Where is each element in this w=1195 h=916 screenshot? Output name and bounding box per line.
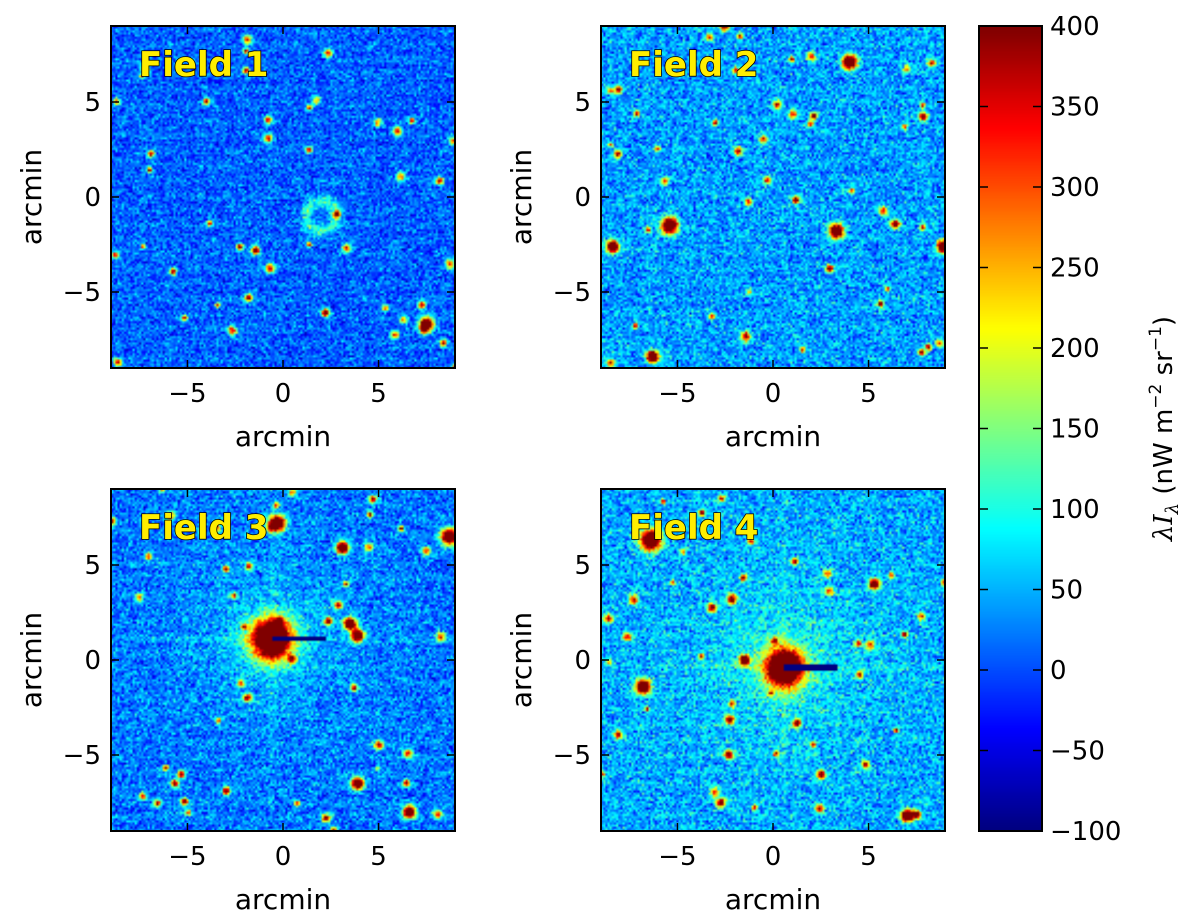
x-tick-label: −5 [168,379,206,409]
y-axis-label: arcmin [505,612,538,708]
x-axis-label: arcmin [725,420,821,453]
x-tick-label: 5 [370,842,387,872]
x-tick-label: 0 [765,842,782,872]
panel-field-3: −5 0 5 −5 0 5 arcmin arcmin Field 3 [15,489,455,916]
colorbar-tick-label: 200 [1050,334,1100,364]
panel-field-1: −5 0 5 −5 0 5 arcmin arcmin Field 1 [15,26,455,453]
field-title: Field 4 [629,508,758,548]
colorbar-tick-label: 50 [1050,576,1083,606]
x-tick-label: 5 [860,379,877,409]
x-axis-label: arcmin [235,420,331,453]
y-tick-label: 5 [84,551,101,581]
y-tick-label: 5 [574,88,591,118]
x-axis-label: arcmin [725,883,821,916]
colorbar-tick-label: 250 [1050,254,1100,284]
x-axis-label: arcmin [235,883,331,916]
y-tick-label: 5 [84,88,101,118]
y-tick-label: −5 [553,278,591,308]
colorbar-tick-label: 350 [1050,93,1100,123]
colorbar-label: λIλ (nW m−2 sr−1) [1146,316,1183,542]
y-tick-label: 0 [574,183,591,213]
field-title: Field 3 [139,508,268,548]
colorbar-gradient [979,26,1042,831]
y-tick-label: 0 [84,646,101,676]
y-tick-label: 0 [574,646,591,676]
field-title: Field 2 [629,45,758,85]
colorbar-tick-label: 300 [1050,173,1100,203]
panel-field-4: −5 0 5 −5 0 5 arcmin arcmin Field 4 [505,489,945,916]
colorbar-tick-label: 400 [1050,12,1100,42]
colorbar-tick-label: 150 [1050,415,1100,445]
x-tick-label: −5 [168,842,206,872]
colorbar-tick-label: −50 [1050,737,1105,767]
y-tick-label: −5 [553,741,591,771]
y-axis-label: arcmin [15,149,48,245]
field-title: Field 1 [139,45,268,85]
x-tick-label: 5 [860,842,877,872]
panels: −5 0 5 −5 0 5 arcmin arcmin Field 1 −5 0 5 −5 0 5 arcmi… [15,26,945,916]
x-tick-label: −5 [658,842,696,872]
x-tick-label: 0 [765,379,782,409]
colorbar: −100 −50 0 50 100 150 200 250 300 350 400 λIλ (nW m… [979,12,1183,847]
y-tick-label: −5 [63,741,101,771]
y-axis-label: arcmin [15,612,48,708]
colorbar-tick-label: 0 [1050,656,1067,686]
y-tick-label: 5 [574,551,591,581]
x-tick-label: 5 [370,379,387,409]
x-tick-label: 0 [275,379,292,409]
x-tick-label: 0 [275,842,292,872]
panel-field-2: −5 0 5 −5 0 5 arcmin arcmin Field 2 [505,26,945,453]
y-tick-label: 0 [84,183,101,213]
colorbar-tick-label: −100 [1050,817,1121,847]
y-axis-label: arcmin [505,149,538,245]
colorbar-tick-label: 100 [1050,495,1100,525]
y-tick-label: −5 [63,278,101,308]
x-tick-label: −5 [658,379,696,409]
